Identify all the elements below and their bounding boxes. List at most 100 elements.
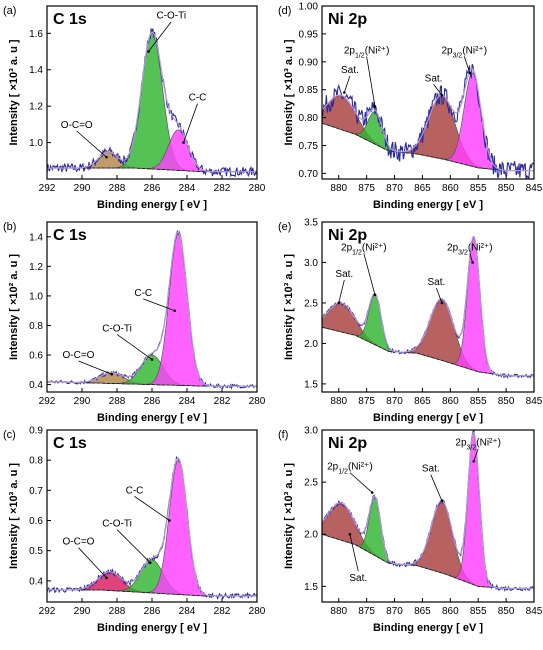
x-tick-label: 850 (498, 183, 515, 194)
x-tick-label: 280 (249, 396, 266, 407)
x-tick-label: 850 (498, 396, 515, 407)
x-tick-label: 880 (330, 396, 347, 407)
x-tick-label: 850 (498, 606, 515, 617)
peak-annotation: Sat. (349, 573, 367, 584)
x-tick-label: 288 (109, 396, 126, 407)
annotation-arrow-head (148, 561, 152, 565)
peak-annotation: Sat. (427, 277, 445, 288)
x-tick-label: 288 (109, 183, 126, 194)
peak-annotation: C-C (134, 288, 152, 299)
y-tick-label: 1.2 (29, 262, 43, 273)
x-tick-label: 880 (330, 183, 347, 194)
x-axis-label: Binding energy [ eV ] (373, 622, 483, 634)
y-tick-label: 1.4 (29, 65, 43, 76)
x-tick-label: 855 (470, 183, 487, 194)
panel-label: (a) (3, 5, 16, 17)
background-line (322, 122, 534, 172)
panel-label: (f) (278, 429, 288, 441)
annotation-arrow-head (373, 105, 377, 108)
x-tick-label: 286 (144, 396, 161, 407)
x-axis-label: Binding energy [ eV ] (97, 412, 207, 424)
peak-annotation: C-O-Ti (102, 519, 132, 530)
peak-annotation: 2p1/2(Ni²⁺) (344, 45, 390, 59)
chart-title: Ni 2p (328, 435, 367, 452)
x-tick-label: 290 (74, 396, 91, 407)
y-tick-label: 1.5 (304, 379, 318, 390)
x-tick-label: 288 (109, 606, 126, 617)
annotation-arrow-head (370, 491, 374, 494)
annotation-arrow-head (105, 576, 108, 580)
x-tick-label: 860 (442, 396, 459, 407)
x-tick-label: 860 (442, 183, 459, 194)
annotation-arrow (116, 334, 153, 360)
y-tick-label: 0.70 (299, 169, 319, 180)
x-tick-label: 870 (386, 396, 403, 407)
panel-label: (e) (278, 221, 291, 233)
peak-annotation: C-C (126, 485, 144, 496)
y-tick-label: 1.5 (304, 582, 318, 593)
x-tick-label: 845 (526, 183, 543, 194)
annotation-arrow-head (182, 141, 185, 144)
x-tick-label: 870 (386, 606, 403, 617)
x-tick-label: 284 (179, 606, 196, 617)
peak-annotation: Sat. (422, 464, 440, 475)
plot-area (47, 229, 257, 390)
plot-frame (321, 221, 535, 393)
annotation-arrow-head (343, 91, 346, 94)
y-tick-label: 0.95 (299, 29, 319, 40)
annotation-arrow-head (337, 301, 341, 305)
panel-label: (c) (3, 429, 16, 441)
x-tick-label: 855 (470, 606, 487, 617)
peak-annotation: 2p3/2(Ni²⁺) (455, 438, 501, 452)
peak-fit-area (322, 298, 534, 377)
plot-frame (321, 429, 535, 603)
annotation-arrow-head (440, 301, 444, 305)
peak-annotation: 2p3/2(Ni²⁺) (441, 45, 487, 59)
x-tick-label: 880 (330, 606, 347, 617)
x-tick-label: 282 (214, 183, 231, 194)
x-tick-label: 865 (414, 606, 431, 617)
y-axis-label: Intensity [ ×10³ a. u ] (283, 39, 295, 145)
annotation-arrow-head (168, 519, 171, 522)
annotation-arrow (116, 529, 151, 564)
x-tick-label: 290 (74, 606, 91, 617)
envelope-line (47, 31, 257, 173)
annotation-arrow (473, 448, 479, 462)
x-tick-label: 865 (414, 183, 431, 194)
x-tick-label: 860 (442, 606, 459, 617)
annotation-arrow (143, 298, 175, 312)
annotation-arrow (349, 472, 373, 493)
peak-annotation: Sat. (335, 269, 353, 280)
y-axis-label: Intensity [ ×10³ a. u ] (283, 254, 295, 360)
x-axis-label: Binding energy [ eV ] (373, 199, 483, 211)
x-tick-label: 280 (249, 183, 266, 194)
annotation-arrow-head (471, 261, 474, 264)
chart-panel: 880 875 870 865 860 855 850 845 1.5 2.0 2.5 3.0 Bind… (278, 426, 543, 635)
plot-area (47, 27, 257, 178)
x-tick-label: 290 (74, 183, 91, 194)
annotation-arrow (363, 253, 376, 295)
annotation-arrow (343, 75, 351, 93)
panel-label: (d) (278, 5, 291, 17)
annotation-arrow-head (110, 372, 114, 376)
y-tick-label: 0.7 (29, 486, 43, 497)
peak-annotation: 2p3/2(Ni²⁺) (447, 242, 493, 256)
raw-spectrum-line (47, 27, 257, 178)
raw-spectrum-line (322, 63, 534, 179)
annotation-arrow (349, 534, 359, 572)
annotation-arrow (463, 56, 471, 74)
x-tick-label: 286 (144, 606, 161, 617)
peak-annotation: C-O-Ti (156, 11, 186, 22)
peak-annotation: 2p1/2(Ni²⁺) (341, 242, 387, 256)
peak-annotation: O-C=O (63, 537, 95, 548)
annotation-arrow-head (472, 459, 476, 463)
annotation-arrow (134, 496, 170, 521)
chart-title: C 1s (53, 11, 87, 28)
y-axis-label: Intensity [ ×10³ a. u ] (8, 39, 20, 145)
peak-fit-area (47, 32, 257, 172)
plot-area (322, 63, 534, 179)
chart-panel: 880 875 870 865 860 855 850 845 1.5 2.0 2.5 3.0 3.5 B… (278, 218, 543, 425)
y-tick-label: 1.00 (299, 2, 319, 13)
y-tick-label: 0.9 (29, 426, 43, 437)
